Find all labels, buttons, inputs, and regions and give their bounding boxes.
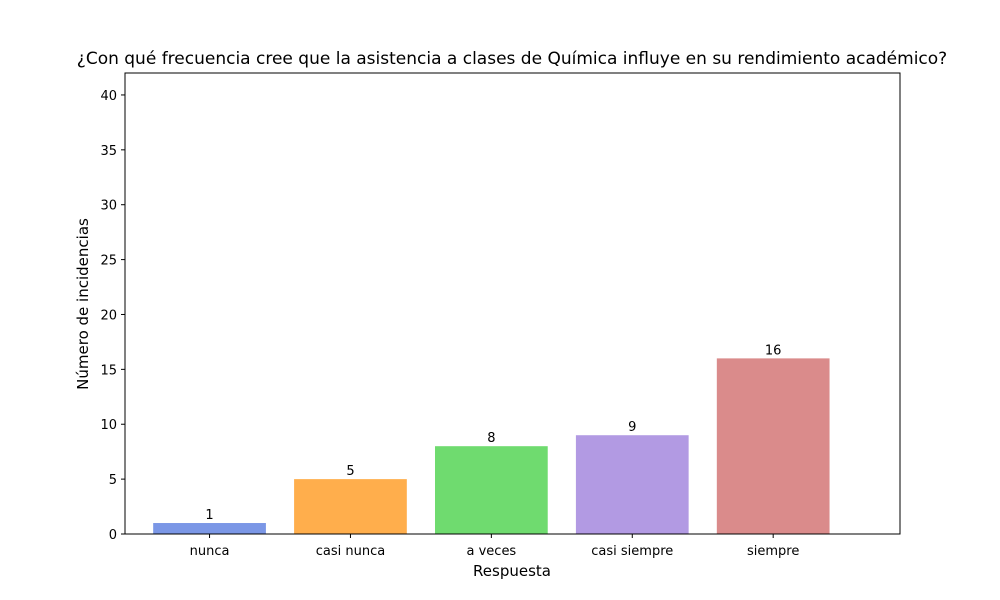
chart-title: ¿Con qué frecuencia cree que la asistenc…: [77, 49, 947, 69]
x-tick-label: casi siempre: [591, 544, 673, 559]
data-label: 16: [765, 343, 782, 358]
plot-area: 1 nunca 5 casi nunca 8 a veces 9 casi siempre 16…: [100, 72, 901, 559]
x-tick-label: siempre: [747, 544, 799, 559]
y-tick-label: 40: [100, 89, 117, 104]
y-tick-label: 5: [109, 473, 117, 488]
y-tick-label: 15: [100, 363, 117, 378]
x-axis-title: Respuesta: [473, 562, 551, 580]
axes-frame: [124, 72, 901, 535]
y-tick-label: 25: [100, 254, 117, 269]
bar: [575, 435, 689, 534]
x-tick-label: nunca: [190, 544, 230, 559]
y-tick-label: 35: [100, 144, 117, 159]
y-tick-label: 20: [100, 308, 117, 323]
bar: [153, 523, 266, 534]
x-tick-label: casi nunca: [316, 544, 385, 559]
y-axis-title: Número de incidencias: [74, 218, 92, 390]
y-tick-label: 10: [100, 418, 117, 433]
data-label: 5: [346, 464, 354, 479]
bar: [435, 446, 548, 534]
bar: [294, 479, 407, 534]
bar: [716, 358, 830, 534]
data-label: 8: [487, 431, 495, 446]
y-tick-label: 0: [109, 528, 117, 543]
y-tick-label: 30: [100, 199, 117, 214]
data-label: 1: [205, 508, 213, 523]
data-label: 9: [628, 420, 636, 435]
x-tick-label: a veces: [467, 544, 517, 559]
